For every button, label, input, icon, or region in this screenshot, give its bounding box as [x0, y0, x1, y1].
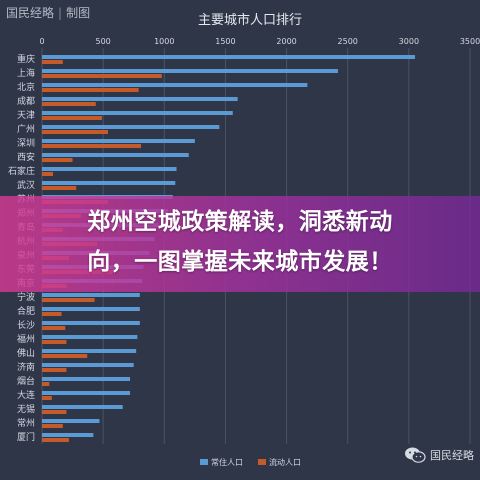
- y-category-label: 厦门: [17, 431, 35, 443]
- bar-floating: [42, 382, 50, 386]
- bar-floating: [42, 60, 63, 64]
- bar-resident: [42, 335, 138, 339]
- y-category-label: 武汉: [17, 179, 35, 191]
- y-category-label: 佛山: [17, 347, 35, 359]
- y-category-label: 烟台: [17, 375, 35, 387]
- bar-resident: [42, 307, 140, 311]
- y-category-label: 成都: [17, 95, 35, 107]
- bar-resident: [42, 167, 177, 171]
- x-tick-label: 3500: [460, 37, 480, 46]
- y-category-label: 常州: [17, 417, 35, 429]
- y-category-label: 长沙: [17, 319, 35, 331]
- bar-resident: [42, 83, 308, 87]
- x-tick-label: 1000: [154, 37, 174, 46]
- watermark: 国民经略: [404, 446, 474, 464]
- headline-banner: [0, 196, 480, 292]
- wechat-icon: [405, 447, 426, 463]
- bar-floating: [42, 298, 95, 302]
- y-category-label: 大连: [17, 389, 35, 401]
- bar-resident: [42, 125, 220, 129]
- bar-resident: [42, 293, 140, 297]
- bar-floating: [42, 340, 67, 344]
- legend: 常住人口 流动人口: [200, 457, 301, 467]
- bar-floating: [42, 74, 162, 78]
- x-tick-label: 0: [39, 37, 44, 46]
- y-category-label: 合肥: [17, 305, 35, 317]
- bar-resident: [42, 97, 238, 101]
- bar-floating: [42, 116, 102, 120]
- legend-swatch: [258, 459, 266, 465]
- x-tick-labels: 0 500 1000 1500 2000 2500 3000 3500: [39, 37, 480, 46]
- y-category-label: 上海: [17, 67, 35, 79]
- bar-floating: [42, 438, 69, 442]
- bar-floating: [42, 158, 73, 162]
- y-category-label: 无锡: [17, 404, 35, 415]
- legend-swatch: [200, 459, 208, 465]
- bar-floating: [42, 396, 52, 400]
- y-category-label: 天津: [17, 110, 35, 121]
- y-category-label: 深圳: [17, 138, 35, 149]
- bar-floating: [42, 368, 67, 372]
- bar-floating: [42, 172, 54, 176]
- chart-title: 主要城市人口排行: [198, 12, 302, 28]
- headline: 郑州空城政策解读，洞悉新动 向，一图掌握未来城市发展！: [0, 202, 480, 282]
- bar-floating: [42, 186, 77, 190]
- x-tick-label: 3000: [399, 37, 419, 46]
- legend-label: 流动人口: [269, 457, 301, 467]
- bar-resident: [42, 391, 131, 395]
- headline-line-1: 郑州空城政策解读，洞悉新动: [87, 209, 393, 235]
- bar-resident: [42, 153, 189, 157]
- brand-name: 国民经略: [6, 6, 55, 20]
- y-category-label: 福州: [17, 333, 35, 345]
- bar-floating: [42, 424, 63, 428]
- bar-resident: [42, 55, 415, 59]
- y-category-label: 济南: [17, 361, 35, 373]
- x-tick-label: 1500: [215, 37, 235, 46]
- brand-section: 制图: [66, 6, 91, 20]
- y-category-label: 宁波: [17, 291, 35, 303]
- brand-label: 国民经略 | 制图: [6, 4, 90, 21]
- bar-resident: [42, 69, 338, 73]
- bar-resident: [42, 349, 137, 353]
- y-category-label: 西安: [17, 151, 35, 163]
- bar-resident: [42, 139, 195, 143]
- bar-resident: [42, 321, 140, 325]
- x-tick-label: 500: [96, 37, 111, 46]
- bar-resident: [42, 433, 94, 437]
- bar-resident: [42, 363, 134, 367]
- bar-resident: [42, 111, 233, 115]
- y-category-label: 石家庄: [8, 165, 35, 177]
- x-tick-label: 2500: [338, 37, 358, 46]
- headline-line-2: 向，一图掌握未来城市发展！: [87, 249, 393, 275]
- y-category-label: 北京: [17, 81, 35, 93]
- bar-resident: [42, 419, 100, 423]
- y-category-label: 广州: [17, 123, 35, 135]
- brand-separator: |: [58, 6, 63, 20]
- bar-floating: [42, 130, 109, 134]
- bar-floating: [42, 326, 66, 330]
- bar-floating: [42, 144, 142, 148]
- bar-floating: [42, 410, 67, 414]
- legend-label: 常住人口: [211, 457, 243, 467]
- x-tick-label: 2000: [276, 37, 296, 46]
- bar-resident: [42, 405, 123, 409]
- bar-floating: [42, 354, 88, 358]
- y-category-label: 重庆: [17, 53, 35, 65]
- bar-floating: [42, 312, 62, 316]
- bar-resident: [42, 181, 176, 185]
- bar-resident: [42, 377, 131, 381]
- watermark-text: 国民经略: [430, 449, 474, 462]
- bar-floating: [42, 102, 96, 106]
- bar-floating: [42, 88, 139, 92]
